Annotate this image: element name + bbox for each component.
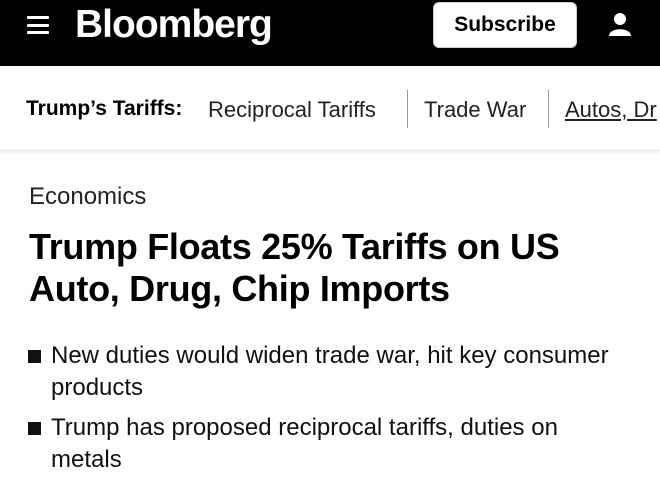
logo[interactable]: Bloomberg — [75, 3, 273, 46]
nav-label: Trump’s Tariffs: — [26, 97, 183, 120]
nav-link[interactable]: Reciprocal Tariffs — [208, 97, 376, 122]
summary-list: New duties would widen trade war, hit ke… — [28, 340, 626, 484]
topic-nav: Trump’s Tariffs: Reciprocal Tariffs Trad… — [0, 66, 660, 151]
menu-button[interactable] — [27, 16, 49, 34]
separator — [548, 90, 549, 128]
summary-item: New duties would widen trade war, hit ke… — [28, 340, 626, 404]
account-icon[interactable] — [608, 12, 632, 38]
summary-item: Trump has proposed reciprocal tariffs, d… — [28, 412, 626, 476]
nav-link[interactable]: Autos, Dr — [565, 97, 657, 122]
bullet-text: New duties would widen trade war, hit ke… — [51, 342, 609, 401]
subscribe-button[interactable]: Subscribe — [433, 2, 577, 48]
category[interactable]: Economics — [29, 183, 147, 210]
headline: Trump Floats 25% Tariffs on US Auto, Dru… — [29, 226, 560, 309]
header: Bloomberg Subscribe — [0, 0, 660, 66]
bullet-text: Trump has proposed reciprocal tariffs, d… — [51, 414, 558, 473]
nav-link[interactable]: Trade War — [424, 97, 527, 122]
separator — [407, 90, 408, 128]
